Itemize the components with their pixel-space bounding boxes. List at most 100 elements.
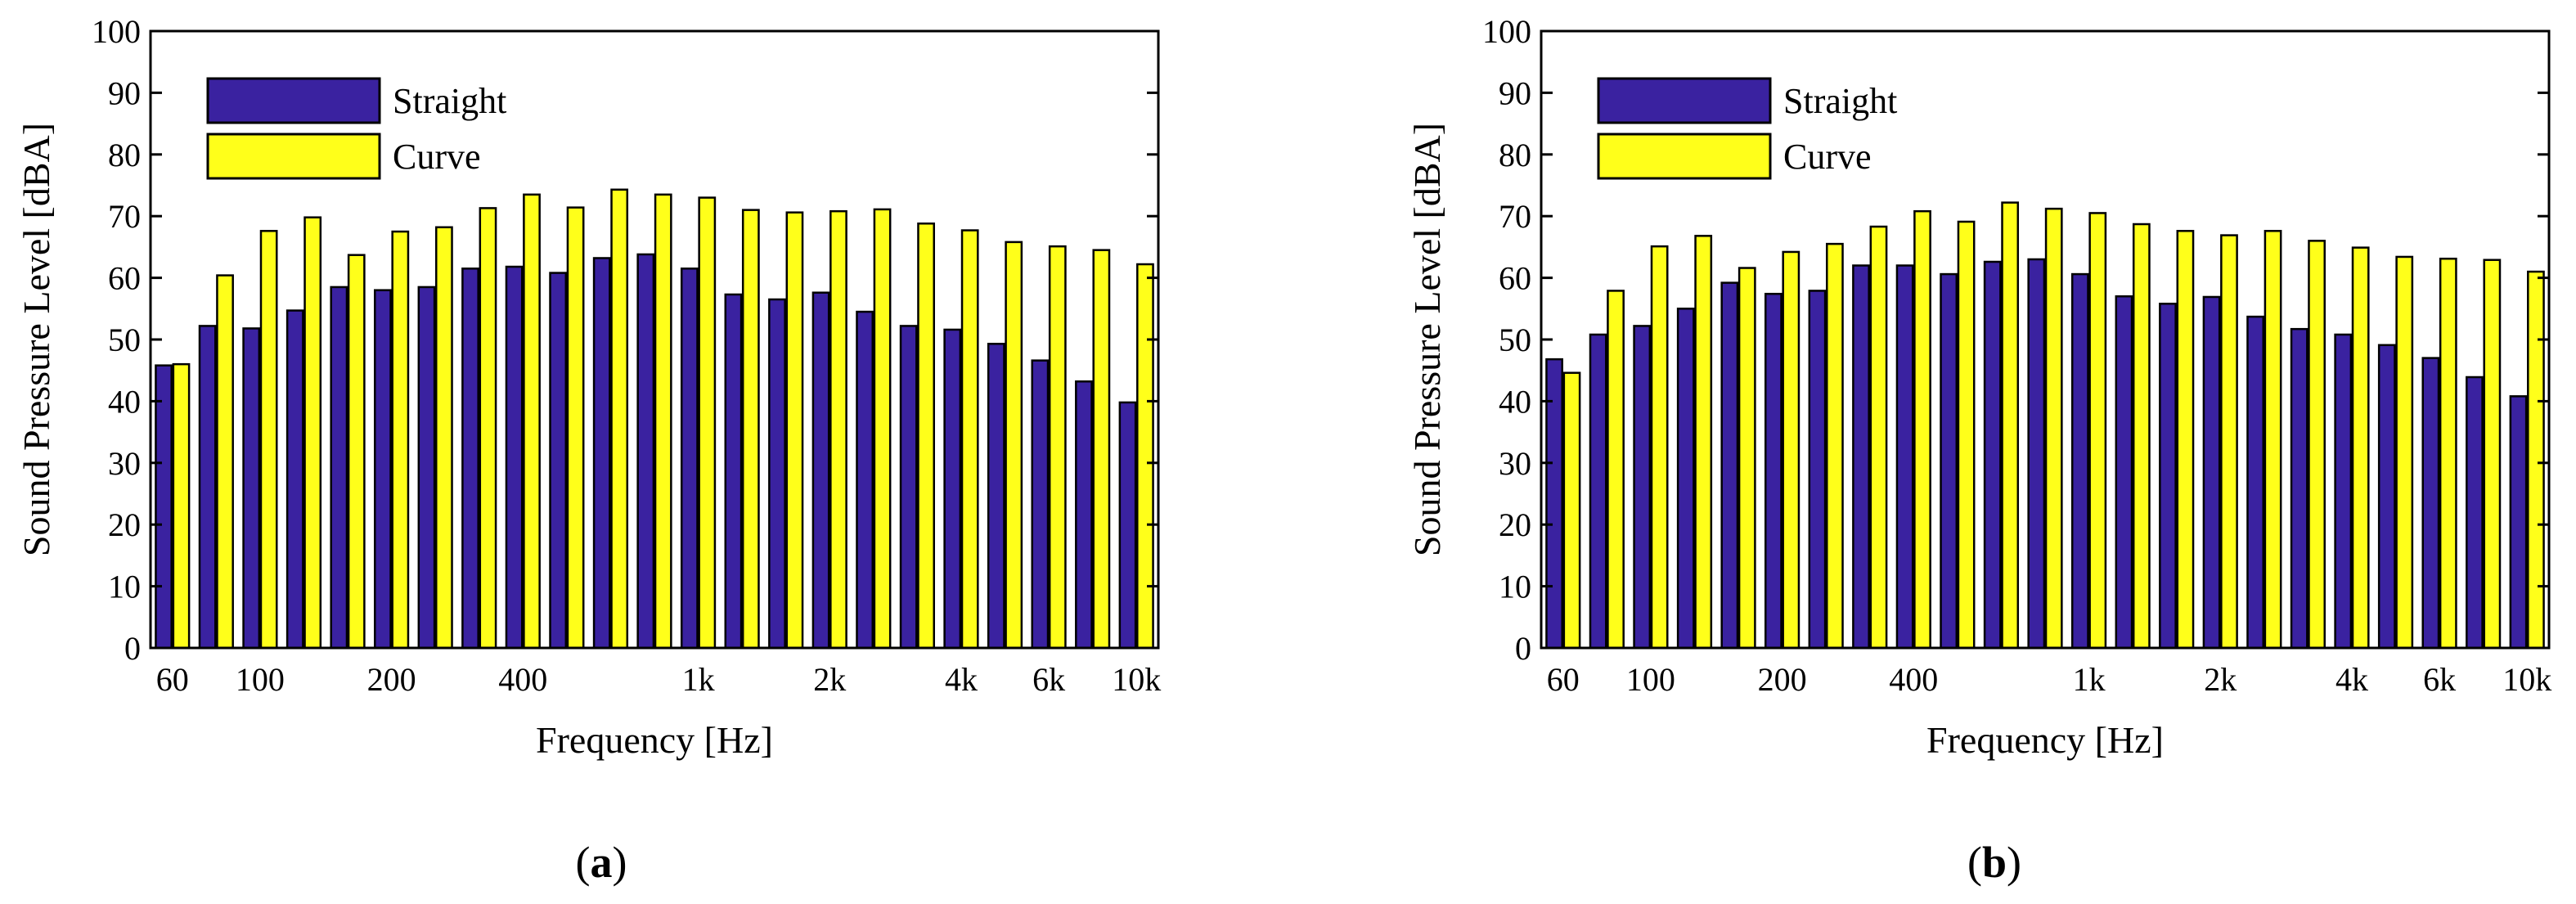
bar-a-straight-10k bbox=[1118, 401, 1137, 650]
x-tick-label-b-1k: 1k bbox=[2073, 661, 2106, 698]
bar-a-straight-250 bbox=[417, 286, 436, 650]
bar-b-curve-315 bbox=[1869, 225, 1888, 650]
x-tick-label-a-6k: 6k bbox=[1032, 661, 1065, 698]
bar-a-straight-400 bbox=[505, 265, 524, 650]
y-tick-label-a-30: 30 bbox=[108, 445, 141, 482]
bar-a-straight-500 bbox=[549, 272, 568, 650]
chart-panel-b: 0 10 20 30 40 50 60 70 80 90 100 60 100 200 400 1k 2k 4k 6… bbox=[1406, 13, 2551, 887]
legend-swatch-a-straight bbox=[206, 77, 381, 124]
bar-b-curve-63 bbox=[1562, 371, 1581, 650]
bar-b-straight-8k bbox=[2466, 376, 2484, 650]
y-axis-title-a: Sound Pressure Level [dBA] bbox=[16, 123, 57, 556]
x-tick-label-a-4k: 4k bbox=[945, 661, 978, 698]
y-tick-label-b-50: 50 bbox=[1499, 322, 1531, 358]
bar-a-curve-8k bbox=[1092, 249, 1111, 650]
bar-a-straight-1.25k bbox=[724, 293, 743, 650]
bar-a-curve-1.6k bbox=[785, 211, 804, 650]
x-tick-label-b-6k: 6k bbox=[2423, 661, 2456, 698]
y-tick-label-a-10: 10 bbox=[108, 569, 141, 605]
bar-a-straight-630 bbox=[592, 257, 611, 650]
bar-a-straight-1k bbox=[680, 268, 699, 650]
y-tick-label-b-20: 20 bbox=[1499, 506, 1531, 543]
bar-a-curve-315 bbox=[479, 207, 497, 650]
bar-b-straight-250 bbox=[1808, 290, 1827, 650]
x-tick-label-a-200: 200 bbox=[367, 661, 416, 698]
bar-b-curve-1.6k bbox=[2176, 230, 2195, 650]
bar-b-straight-2k bbox=[2202, 295, 2221, 650]
bar-b-curve-2k bbox=[2220, 234, 2238, 650]
y-tick-label-a-80: 80 bbox=[108, 137, 141, 173]
bar-a-straight-100 bbox=[242, 327, 261, 650]
bar-a-curve-500 bbox=[566, 206, 585, 650]
x-tick-label-b-400: 400 bbox=[1889, 661, 1938, 698]
bar-a-curve-1.25k bbox=[741, 209, 760, 650]
x-tick-label-b-10k: 10k bbox=[2502, 661, 2551, 698]
bar-b-straight-630 bbox=[1983, 260, 2002, 650]
bar-a-curve-3.15k bbox=[917, 223, 935, 650]
bar-a-straight-2k bbox=[811, 291, 830, 650]
legend-label-b-curve: Curve bbox=[1783, 137, 1872, 177]
bar-a-straight-1.6k bbox=[768, 298, 786, 650]
x-tick-label-a-60: 60 bbox=[156, 661, 189, 698]
bar-b-curve-80 bbox=[1607, 290, 1625, 650]
bar-b-curve-4k bbox=[2351, 246, 2370, 650]
bar-b-curve-250 bbox=[1826, 242, 1844, 650]
y-tick-label-b-70: 70 bbox=[1499, 198, 1531, 235]
bar-b-straight-10k bbox=[2509, 395, 2528, 650]
bar-a-curve-1k bbox=[698, 196, 717, 650]
y-tick-label-a-20: 20 bbox=[108, 506, 141, 543]
bar-b-straight-160 bbox=[1720, 281, 1739, 650]
y-tick-label-a-60: 60 bbox=[108, 260, 141, 297]
bar-a-curve-6.3k bbox=[1048, 245, 1067, 650]
panel-label-b: (b) bbox=[1967, 838, 2021, 887]
bar-b-straight-100 bbox=[1633, 325, 1652, 650]
bar-a-curve-100 bbox=[259, 230, 278, 650]
bar-a-straight-2.5k bbox=[856, 310, 874, 650]
x-tick-label-a-2k: 2k bbox=[813, 661, 846, 698]
legend-swatch-b-straight bbox=[1597, 77, 1772, 124]
bar-b-curve-8k bbox=[2483, 259, 2502, 650]
y-tick-label-a-0: 0 bbox=[124, 630, 141, 667]
x-tick-label-a-1k: 1k bbox=[682, 661, 715, 698]
bar-b-curve-800 bbox=[2044, 207, 2063, 650]
legend-label-a-straight: Straight bbox=[393, 81, 506, 121]
x-tick-label-a-10k: 10k bbox=[1112, 661, 1161, 698]
bar-a-straight-160 bbox=[330, 286, 348, 650]
bar-b-curve-1k bbox=[2088, 212, 2107, 650]
bar-a-curve-2k bbox=[829, 209, 847, 650]
bar-b-straight-63 bbox=[1545, 358, 1563, 650]
y-axis-title-b: Sound Pressure Level [dBA] bbox=[1406, 123, 1448, 556]
bar-b-straight-1.6k bbox=[2159, 303, 2177, 650]
bar-b-straight-6.3k bbox=[2421, 357, 2440, 650]
x-tick-label-b-60: 60 bbox=[1547, 661, 1580, 698]
bar-a-curve-2.5k bbox=[873, 208, 892, 650]
y-tick-label-a-40: 40 bbox=[108, 383, 141, 420]
y-tick-label-b-40: 40 bbox=[1499, 383, 1531, 420]
bar-b-straight-400 bbox=[1895, 264, 1914, 650]
bar-a-straight-8k bbox=[1075, 380, 1093, 650]
bar-b-curve-100 bbox=[1650, 245, 1669, 650]
bar-b-curve-5k bbox=[2395, 255, 2414, 650]
bar-b-curve-125 bbox=[1694, 235, 1713, 650]
bar-b-curve-3.15k bbox=[2308, 240, 2326, 650]
chart-panel-a: 0 10 20 30 40 50 60 70 80 90 100 60 100 200 400 1k 2k 4k 6… bbox=[16, 13, 1161, 887]
bar-b-curve-1.25k bbox=[2132, 223, 2151, 650]
y-tick-label-b-60: 60 bbox=[1499, 260, 1531, 297]
legend-label-b-straight: Straight bbox=[1783, 81, 1897, 121]
bar-a-straight-6.3k bbox=[1031, 359, 1050, 650]
bar-a-straight-125 bbox=[285, 309, 304, 650]
bar-a-straight-4k bbox=[943, 328, 962, 650]
bar-a-straight-5k bbox=[987, 343, 1005, 650]
bar-a-curve-80 bbox=[216, 274, 234, 650]
bar-a-curve-200 bbox=[391, 230, 410, 650]
bar-b-curve-200 bbox=[1782, 250, 1801, 650]
bar-b-straight-1k bbox=[2070, 272, 2089, 650]
legend-label-a-curve: Curve bbox=[393, 137, 481, 177]
bar-b-curve-6.3k bbox=[2439, 257, 2457, 650]
legend-swatch-b-curve bbox=[1597, 133, 1772, 180]
bar-a-curve-800 bbox=[654, 193, 672, 650]
x-tick-label-b-200: 200 bbox=[1758, 661, 1807, 698]
bar-b-straight-4k bbox=[2334, 333, 2353, 650]
legend-swatch-a-curve bbox=[206, 133, 381, 180]
